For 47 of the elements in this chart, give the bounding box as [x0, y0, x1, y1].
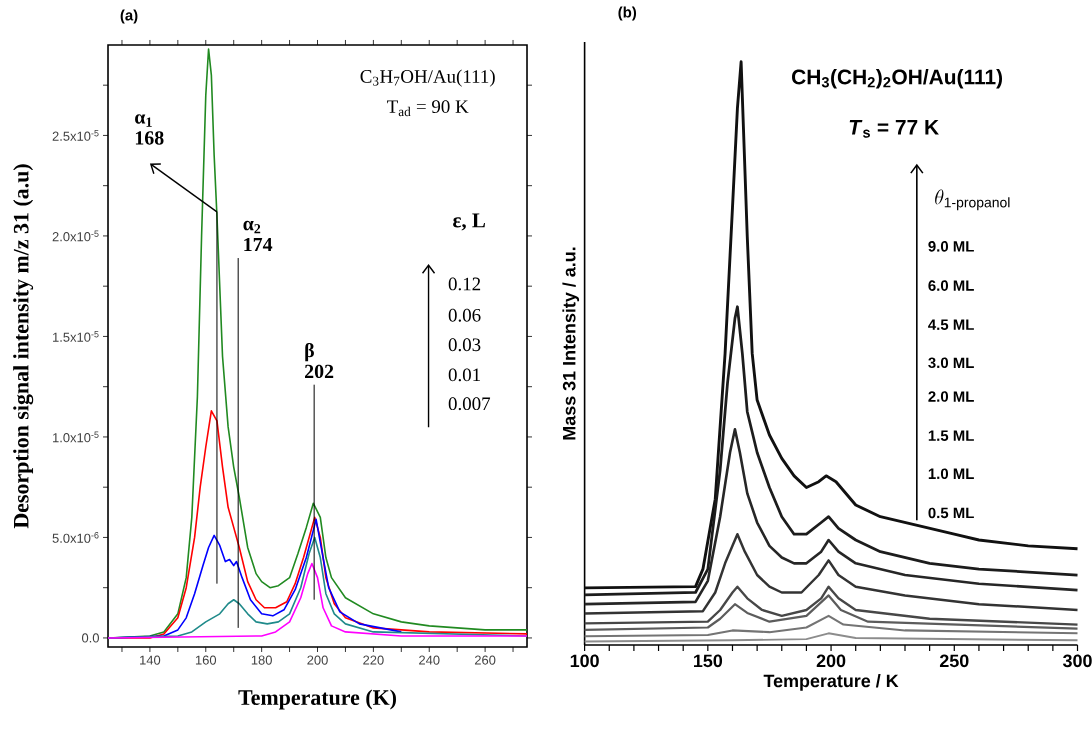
ref-line-label: α$_{2}$ 174 — [243, 220, 273, 252]
chart-title: (b) — [618, 6, 637, 21]
ref-line-label: α$_{1}$ 168 — [135, 114, 164, 145]
ref-line-label: β 202 — [305, 342, 334, 379]
y-tick-label: 0.0 — [81, 633, 99, 643]
chart-title: (a) — [120, 9, 138, 24]
annotation: 3.0 ML — [928, 357, 974, 369]
x-tick-label: 150 — [694, 654, 723, 668]
x-tick-label: 160 — [195, 655, 217, 665]
annotation: 0.12 — [448, 277, 481, 291]
x-tick-label: 250 — [939, 654, 969, 668]
annotation: 0.06 — [448, 308, 481, 322]
annotation: 2.0 ML — [928, 391, 974, 402]
y-tick-label: 2.0x10$^{-5}$ — [52, 230, 99, 242]
x-tick-label: 220 — [363, 655, 384, 665]
annotation: 1.5 ML — [928, 430, 974, 441]
annotation: T$_{ad}$ = 90 K — [387, 100, 469, 117]
annotation: 0.007 — [448, 397, 491, 411]
annotation: 0.5 ML — [928, 507, 974, 519]
x-tick-label: 300 — [1062, 654, 1092, 668]
annotation: C$_{3}$H$_{7}$OH/Au(111) — [360, 69, 495, 87]
x-tick-label: 200 — [816, 654, 846, 668]
annotation: 4.5 ML — [928, 319, 974, 330]
y-axis-title: Mass 31 Intensity / a.u. — [562, 247, 580, 440]
y-tick-label: 1.5x10$^{-5}$ — [53, 331, 99, 342]
x-tick-label: 240 — [419, 655, 440, 665]
x-tick-label: 100 — [570, 654, 599, 668]
annotation: ε, L — [453, 213, 485, 231]
annotation: T$_{s}$ = 77 K — [849, 120, 939, 138]
annotation: $\theta_{\text{1-propanol}}$ — [935, 189, 1010, 211]
x-tick-label: 140 — [140, 655, 161, 665]
annotation: 0.01 — [448, 368, 481, 382]
y-axis-title: Desorption signal intensity m/z 31 (a.u) — [13, 164, 34, 529]
annotation: 6.0 ML — [928, 280, 974, 291]
annotation: 9.0 ML — [928, 241, 974, 252]
annotation: CH$_{3}$(CH$_{2}$)$_{2}$OH/Au(111) — [792, 69, 1003, 89]
x-axis-title: Temperature (K) — [238, 689, 396, 710]
y-tick-label: 1.0x10$^{-5}$ — [53, 431, 99, 443]
y-tick-label: 5.0x10$^{-6}$ — [52, 532, 99, 543]
y-tick-label: 2.5x10$^{-5}$ — [52, 130, 99, 141]
annotation: 1.0 ML — [928, 468, 974, 480]
x-tick-label: 260 — [474, 655, 496, 665]
x-tick-label: 200 — [307, 655, 328, 665]
line-series — [107, 562, 528, 639]
annotation: 0.03 — [448, 338, 481, 352]
x-tick-label: 180 — [251, 655, 272, 665]
x-axis-title: Temperature / K — [763, 674, 899, 691]
